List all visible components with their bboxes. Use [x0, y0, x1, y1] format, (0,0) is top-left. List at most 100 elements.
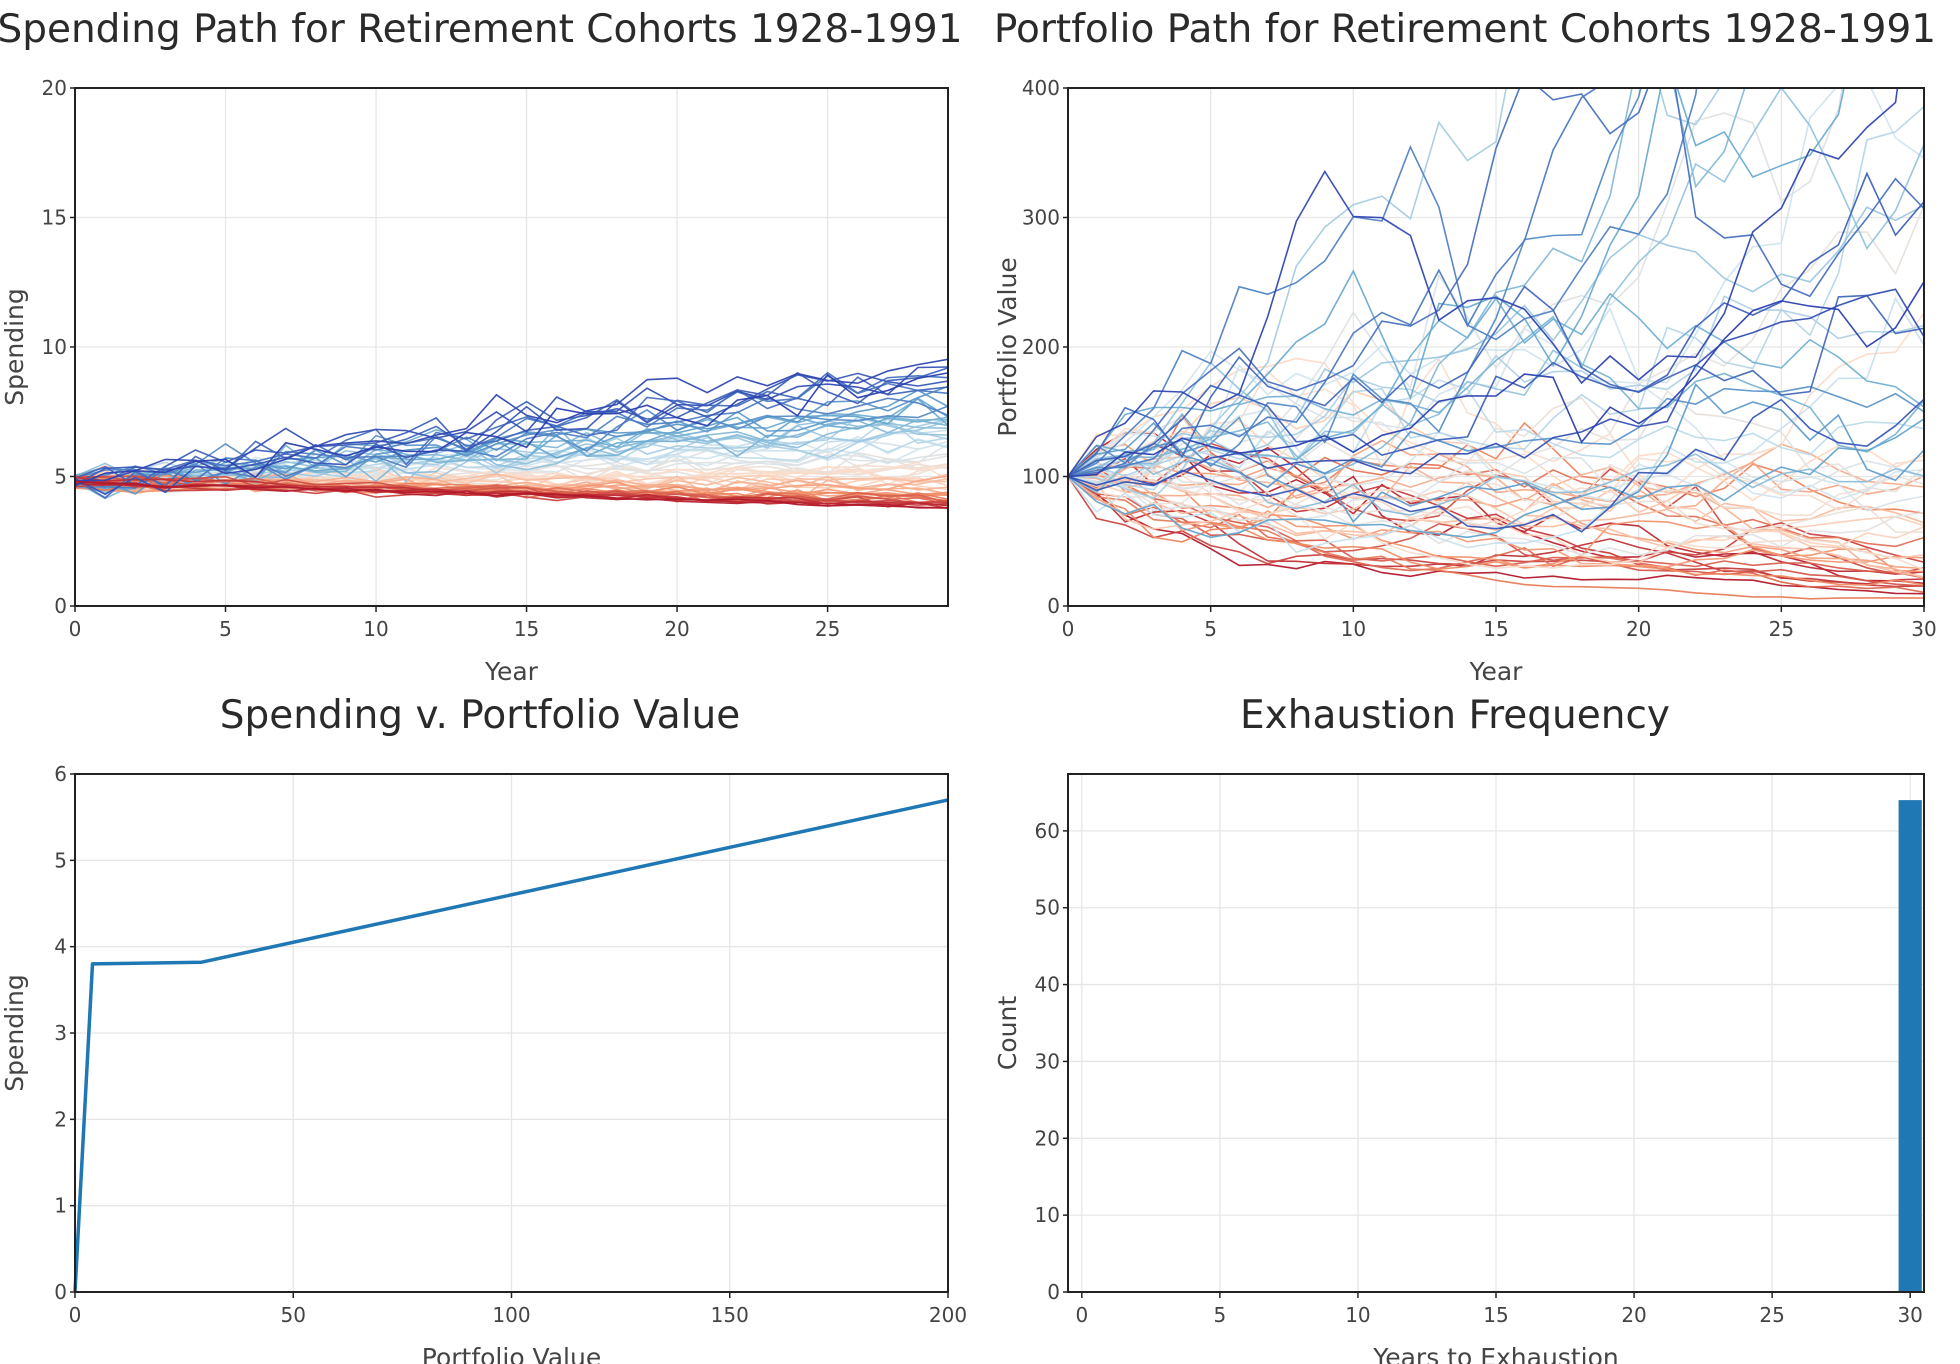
- portfolio-series-line: [1068, 379, 1924, 484]
- portfolio-series-line: [1068, 295, 1924, 478]
- y-tick-label: 4: [54, 935, 67, 959]
- y-tick-label: 10: [42, 335, 67, 359]
- portfolio-series-line: [1068, 473, 1924, 568]
- spending-path-panel: 0 5 10 15 20 25 0 5 10 15 20 Spending Path for Reti…: [0, 7, 963, 686]
- exhaustion-frequency-panel: 0 5 10 15 20 25 30 0 10 20 30 40 50 60 Exhaustion Freq…: [993, 693, 1925, 1364]
- x-tick-label: 150: [711, 1303, 749, 1327]
- portfolio-series-line: [1068, 88, 1642, 478]
- plot-frame: [1067, 773, 1925, 1293]
- spending-series-line: [74, 412, 949, 490]
- x-tick-label: 0: [1062, 617, 1075, 641]
- spending-series-line: [74, 480, 948, 509]
- y-tick-label: 0: [1047, 594, 1060, 618]
- portfolio-series-line: [1068, 88, 1845, 478]
- portfolio-series-line: [1068, 465, 1924, 556]
- x-axis-title: Years to Exhaustion: [1372, 1343, 1618, 1364]
- portfolio-series-line: [1068, 312, 1924, 496]
- x-tick-label: 25: [815, 617, 840, 641]
- y-tick-label: 300: [1022, 206, 1060, 230]
- y-tick-label: 30: [1035, 1049, 1060, 1073]
- chart-title: Spending Path for Retirement Cohorts 192…: [0, 7, 963, 52]
- x-tick-label: 10: [1341, 617, 1366, 641]
- portfolio-series-line: [1068, 421, 1924, 543]
- portfolio-series-line: [1068, 296, 1924, 554]
- x-tick-label: 50: [281, 1303, 306, 1327]
- chart-title: Spending v. Portfolio Value: [220, 693, 740, 738]
- spending-series-line: [74, 372, 949, 487]
- portfolio-series-line: [1068, 288, 1924, 487]
- spending-series-line: [74, 475, 949, 508]
- y-tick-label: 2: [54, 1107, 67, 1131]
- portfolio-series-line: [1068, 171, 1924, 478]
- portfolio-series-line: [1068, 470, 1924, 586]
- y-tick-label: 3: [54, 1021, 67, 1045]
- x-tick-label: 25: [1769, 617, 1794, 641]
- y-tick-label: 50: [1035, 896, 1060, 920]
- y-tick-label: 5: [54, 465, 67, 489]
- portfolio-series-line: [1068, 88, 1721, 500]
- y-tick-label: 0: [54, 594, 67, 618]
- portfolio-series-line: [1068, 452, 1924, 516]
- y-axis-title: Portfolio Value: [993, 257, 1022, 436]
- spending-series-line: [74, 469, 949, 491]
- portfolio-series-line: [1068, 88, 1843, 484]
- x-tick-label: 0: [69, 617, 82, 641]
- y-tick-label: 20: [1035, 1126, 1060, 1150]
- spending-v-portfolio-panel: 0 50 100 150 200 0 1 2 3 4 5 6 Spending v. Portfolio…: [0, 693, 967, 1364]
- portfolio-series-line: [1068, 390, 1924, 534]
- plot-frame: [74, 773, 949, 1293]
- x-tick-label: 10: [363, 617, 388, 641]
- y-tick-label: 0: [1047, 1280, 1060, 1304]
- chart-title: Exhaustion Frequency: [1240, 693, 1670, 738]
- plot-frame: [1067, 87, 1925, 607]
- x-axis-title: Portfolio Value: [422, 1343, 601, 1364]
- x-tick-label: 5: [1204, 617, 1217, 641]
- y-tick-label: 15: [42, 206, 67, 230]
- portfolio-series-line: [1068, 443, 1924, 570]
- y-tick-label: 1: [54, 1194, 67, 1218]
- x-axis-title: Year: [1469, 657, 1524, 686]
- y-tick-label: 10: [1035, 1203, 1060, 1227]
- portfolio-series-line: [1068, 475, 1924, 587]
- y-tick-label: 60: [1035, 819, 1060, 843]
- chart-title: Portfolio Path for Retirement Cohorts 19…: [994, 7, 1936, 52]
- spending-series-line: [74, 420, 949, 486]
- portfolio-series-line: [1068, 456, 1924, 579]
- spending-series-line: [74, 417, 949, 482]
- portfolio-series-line: [1068, 463, 1924, 522]
- x-tick-label: 20: [1621, 1303, 1646, 1327]
- y-tick-label: 100: [1022, 465, 1060, 489]
- y-tick-label: 40: [1035, 973, 1060, 997]
- x-tick-label: 20: [664, 617, 689, 641]
- x-tick-label: 15: [1483, 1303, 1508, 1327]
- portfolio-series-line: [1068, 281, 1924, 478]
- portfolio-series-line: [1068, 443, 1924, 571]
- exhaustion-bar: [1898, 800, 1922, 1292]
- x-tick-label: 30: [1911, 617, 1936, 641]
- portfolio-series-line: [1068, 457, 1924, 522]
- portfolio-series-line: [1068, 398, 1924, 533]
- portfolio-series-line: [1068, 285, 1924, 478]
- x-tick-label: 15: [1483, 617, 1508, 641]
- portfolio-series-line: [1068, 383, 1924, 523]
- x-tick-label: 0: [69, 1303, 82, 1327]
- spending-series-line: [74, 476, 949, 509]
- portfolio-series-line: [1068, 88, 1598, 478]
- y-tick-label: 5: [54, 848, 67, 872]
- portfolio-series-line: [1068, 475, 1924, 600]
- portfolio-series-line: [1068, 385, 1924, 489]
- x-tick-label: 5: [219, 617, 232, 641]
- portfolio-series-line: [1068, 327, 1924, 512]
- plot-frame: [74, 87, 949, 607]
- portfolio-series-line: [1068, 457, 1924, 525]
- y-tick-label: 6: [54, 762, 67, 786]
- y-tick-label: 20: [42, 76, 67, 100]
- x-axis-title: Year: [484, 657, 539, 686]
- y-axis-title: Spending: [0, 974, 29, 1092]
- portfolio-series-line: [1068, 88, 1746, 494]
- spending-curve-line: [73, 798, 949, 1293]
- spending-series-line: [74, 366, 949, 496]
- x-tick-label: 30: [1897, 1303, 1922, 1327]
